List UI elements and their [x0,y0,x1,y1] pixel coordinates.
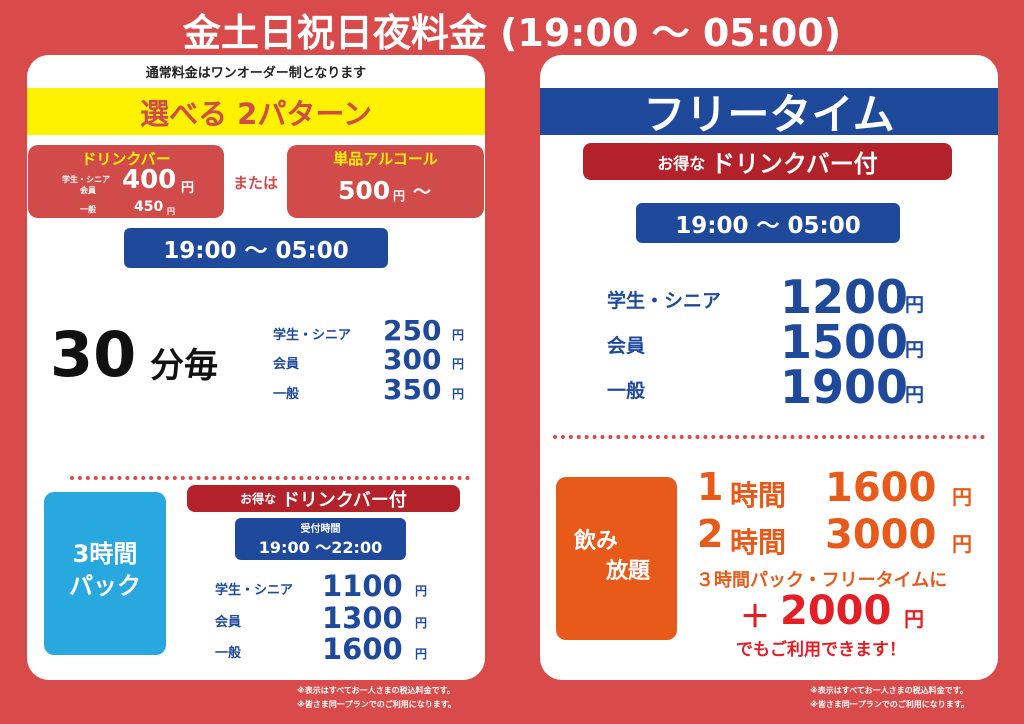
price-value: 1600 [825,465,937,511]
yen: 円 [415,647,428,661]
label: 会員 [80,186,96,195]
nomihodai-box: 飲み 放題 [556,477,677,640]
yen: 円 [393,189,406,203]
banner-big: ドリンクバー付 [281,489,407,511]
header-text: フリータイム [643,90,895,139]
price: 450 [134,199,164,215]
footnote: ※皆さま同一プランでのご利用になります。 [810,700,969,709]
addon-text: ３時間パック・フリータイムに [696,570,948,591]
plus-sign: ＋ [740,600,770,635]
yen: 円 [952,532,972,556]
yen: 円 [905,294,925,316]
pack-title: 3時間 [72,540,138,568]
price-value: 1900 [780,360,909,414]
label: 学生・シニア [62,175,110,184]
price-value: 1500 [780,315,909,369]
or-text: または [233,174,279,192]
yen: 円 [905,339,925,361]
banner-small: お得な [657,153,706,173]
price-value: 3000 [825,512,937,558]
time-box: 19:00 ～ 05:00 [636,203,900,243]
reception-time: 19:00 ～22:00 [258,538,383,557]
alcohol-title: 単品アルコール [333,150,438,168]
yen: 円 [905,384,925,406]
footnote-left: ※表示はすべてお一人さまの税込料金です。 ※皆さま同一プランでのご利用になります。 [297,684,456,712]
suffix: ～ [413,182,431,203]
banner-text: 選べる 2パターン [140,96,372,131]
time-text: 19:00 ～ 05:00 [163,238,349,264]
price-value: 1200 [780,270,909,324]
hours-unit: 時間 [730,526,787,559]
per30-number: 30 [50,318,137,391]
hours-unit: 時間 [730,479,787,512]
price-value: 250 [383,314,442,347]
yen: 円 [181,181,195,196]
footnote-right: ※表示はすべてお一人さまの税込料金です。 ※皆さま同一プランでのご利用になります。 [810,684,969,712]
yen: 円 [415,584,428,598]
price-label: 一般 [273,386,300,402]
footnote: ※皆さま同一プランでのご利用になります。 [297,700,456,709]
pack-title: パック [69,572,141,600]
closing-text: でもご利用できます！ [736,640,906,660]
price-label: 会員 [215,615,242,631]
price-value: 1100 [322,569,403,603]
freetime-header: フリータイム [540,88,998,139]
yen: 円 [415,616,428,630]
price-label: 学生・シニア [607,290,722,313]
reception-label: 受付時間 [300,524,341,535]
label: 一般 [80,205,96,214]
price-value: 1600 [322,632,403,666]
drinkbar-box [28,145,224,218]
per30-unit: 分毎 [150,346,218,386]
nomihodai-title: 放題 [606,559,651,584]
price-label: 一般 [215,646,242,662]
drinkbar-title: ドリンクバー [81,150,171,168]
divider [70,476,470,480]
price-value: 1300 [322,601,403,635]
yen: 円 [952,485,972,509]
footnote: ※表示はすべてお一人さまの税込料金です。 [810,686,968,695]
price-label: 学生・シニア [273,327,352,343]
yen: 円 [452,387,465,401]
nomihodai-title: 飲み [574,529,619,554]
hours: 1 [697,465,724,509]
order-note: 通常料金はワンオーダー制となります [145,66,367,81]
hours: 2 [697,512,724,556]
price-label: 会員 [607,335,646,358]
yen: 円 [452,357,465,371]
price-value: 350 [383,373,442,406]
yen: 円 [452,328,465,342]
time-text: 19:00 ～ 05:00 [675,213,861,239]
time-box: 19:00 ～ 05:00 [124,228,388,268]
two-pattern-banner: 選べる 2パターン [27,88,485,135]
divider [553,435,985,439]
pack-box: 3時間 パック [44,492,166,655]
reception-box: 受付時間 19:00 ～22:00 [235,518,406,560]
yen: 円 [904,607,924,631]
drinkbar-banner: お得な ドリンクバー付 [583,143,952,180]
price: 500 [338,176,391,205]
page-title: 金土日祝日夜料金 (19:00 ～ 05:00) [182,11,842,55]
banner-big: ドリンクバー付 [710,150,878,178]
alcohol-box [287,145,484,218]
price-label: 学生・シニア [215,583,294,599]
price-label: 会員 [273,356,300,372]
addon-price: 2000 [780,588,892,634]
price-value: 300 [383,343,442,376]
footnote: ※表示はすべてお一人さまの税込料金です。 [297,686,455,695]
banner-small: お得な [240,492,277,506]
drinkbar-banner: お得な ドリンクバー付 [187,485,460,512]
price-label: 一般 [607,380,646,403]
yen: 円 [167,207,175,216]
price: 400 [122,165,177,195]
